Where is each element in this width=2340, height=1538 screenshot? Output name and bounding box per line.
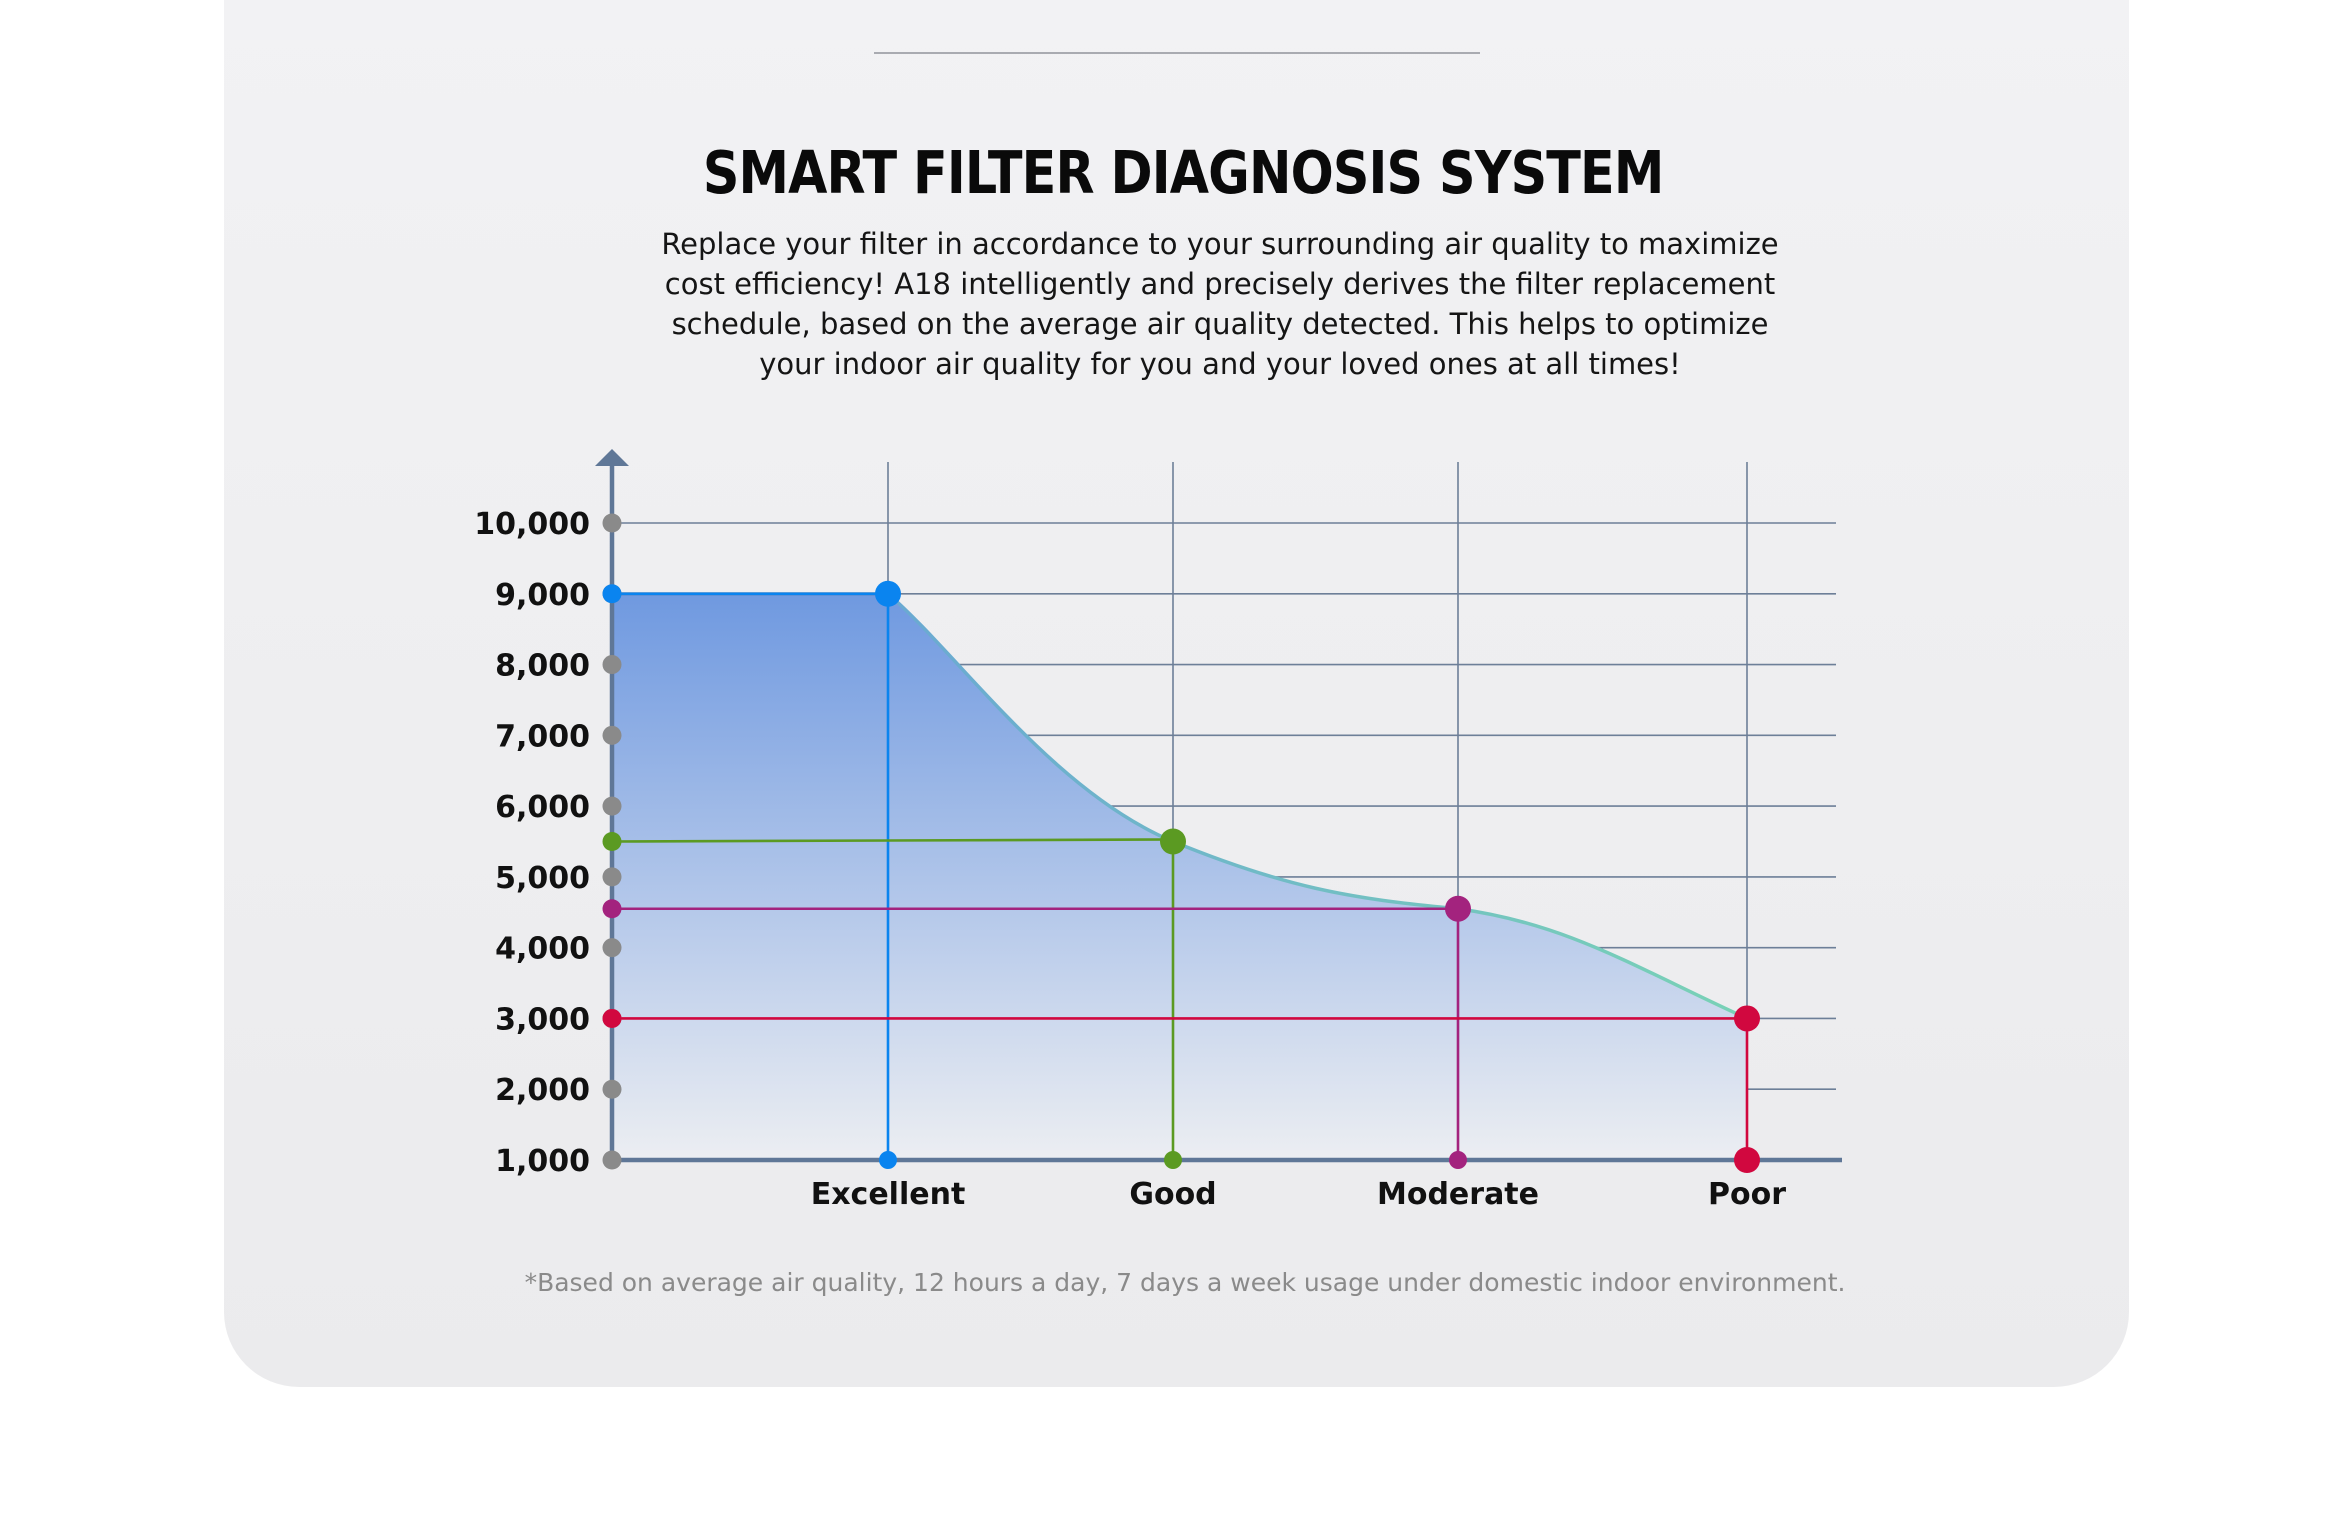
y-tick-label: 5,000 — [495, 861, 590, 896]
y-tick-label: 3,000 — [495, 1002, 590, 1037]
y-tick-label: 10,000 — [474, 507, 590, 542]
y-tick-label: 9,000 — [495, 578, 590, 613]
y-value-dot-excellent — [602, 584, 622, 604]
y-value-dot-moderate — [602, 899, 622, 919]
y-value-dot-good — [602, 832, 622, 851]
x-axis-dot-poor — [1734, 1147, 1760, 1173]
filter-life-curve — [886, 592, 1748, 1021]
y-tick-dot-1,000 — [602, 1150, 622, 1170]
guide-lines — [611, 592, 1749, 1160]
y-tick-label: 2,000 — [495, 1073, 590, 1108]
y-tick-dot-7,000 — [602, 725, 622, 745]
y-tick-label: 4,000 — [495, 932, 590, 967]
y-tick-dot-5,000 — [602, 867, 622, 887]
data-points — [602, 513, 1760, 1173]
data-point-excellent — [875, 580, 901, 607]
x-tick-label-good: Good — [1129, 1177, 1216, 1212]
y-tick-dot-8,000 — [602, 655, 622, 675]
data-point-poor — [1734, 1005, 1760, 1032]
x-tick-label-poor: Poor — [1708, 1177, 1786, 1212]
y-tick-label: 1,000 — [495, 1144, 590, 1179]
description-text: Replace your filter in accordance to you… — [661, 227, 1779, 381]
y-tick-dot-4,000 — [602, 938, 622, 958]
guide-horizontal-good — [611, 838, 1174, 843]
y-tick-label: 6,000 — [495, 790, 590, 825]
y-tick-label: 8,000 — [495, 649, 590, 684]
y-tick-dot-6,000 — [602, 796, 622, 816]
tick-labels: 1,000 2,000 3,000 4,000 5,000 6,000 7,000 8,000… — [474, 507, 1786, 1212]
x-tick-label-excellent: Excellent — [811, 1177, 966, 1212]
x-axis-dot-moderate — [1449, 1151, 1467, 1169]
x-axis-dot-excellent — [879, 1151, 897, 1169]
y-tick-label: 7,000 — [495, 719, 590, 754]
top-divider — [874, 52, 1480, 54]
data-point-moderate — [1445, 895, 1471, 922]
y-axis-arrow — [595, 449, 629, 466]
y-value-dot-poor — [602, 1008, 622, 1028]
data-point-good — [1160, 828, 1186, 855]
x-tick-label-moderate: Moderate — [1377, 1177, 1539, 1212]
y-tick-dot-10,000 — [602, 513, 622, 533]
x-axis-dot-good — [1164, 1151, 1182, 1169]
footnote: *Based on average air quality, 12 hours … — [524, 1268, 1846, 1297]
y-tick-dot-2,000 — [602, 1079, 622, 1099]
page-title: SMART FILTER DIAGNOSIS SYSTEM — [702, 138, 1665, 207]
